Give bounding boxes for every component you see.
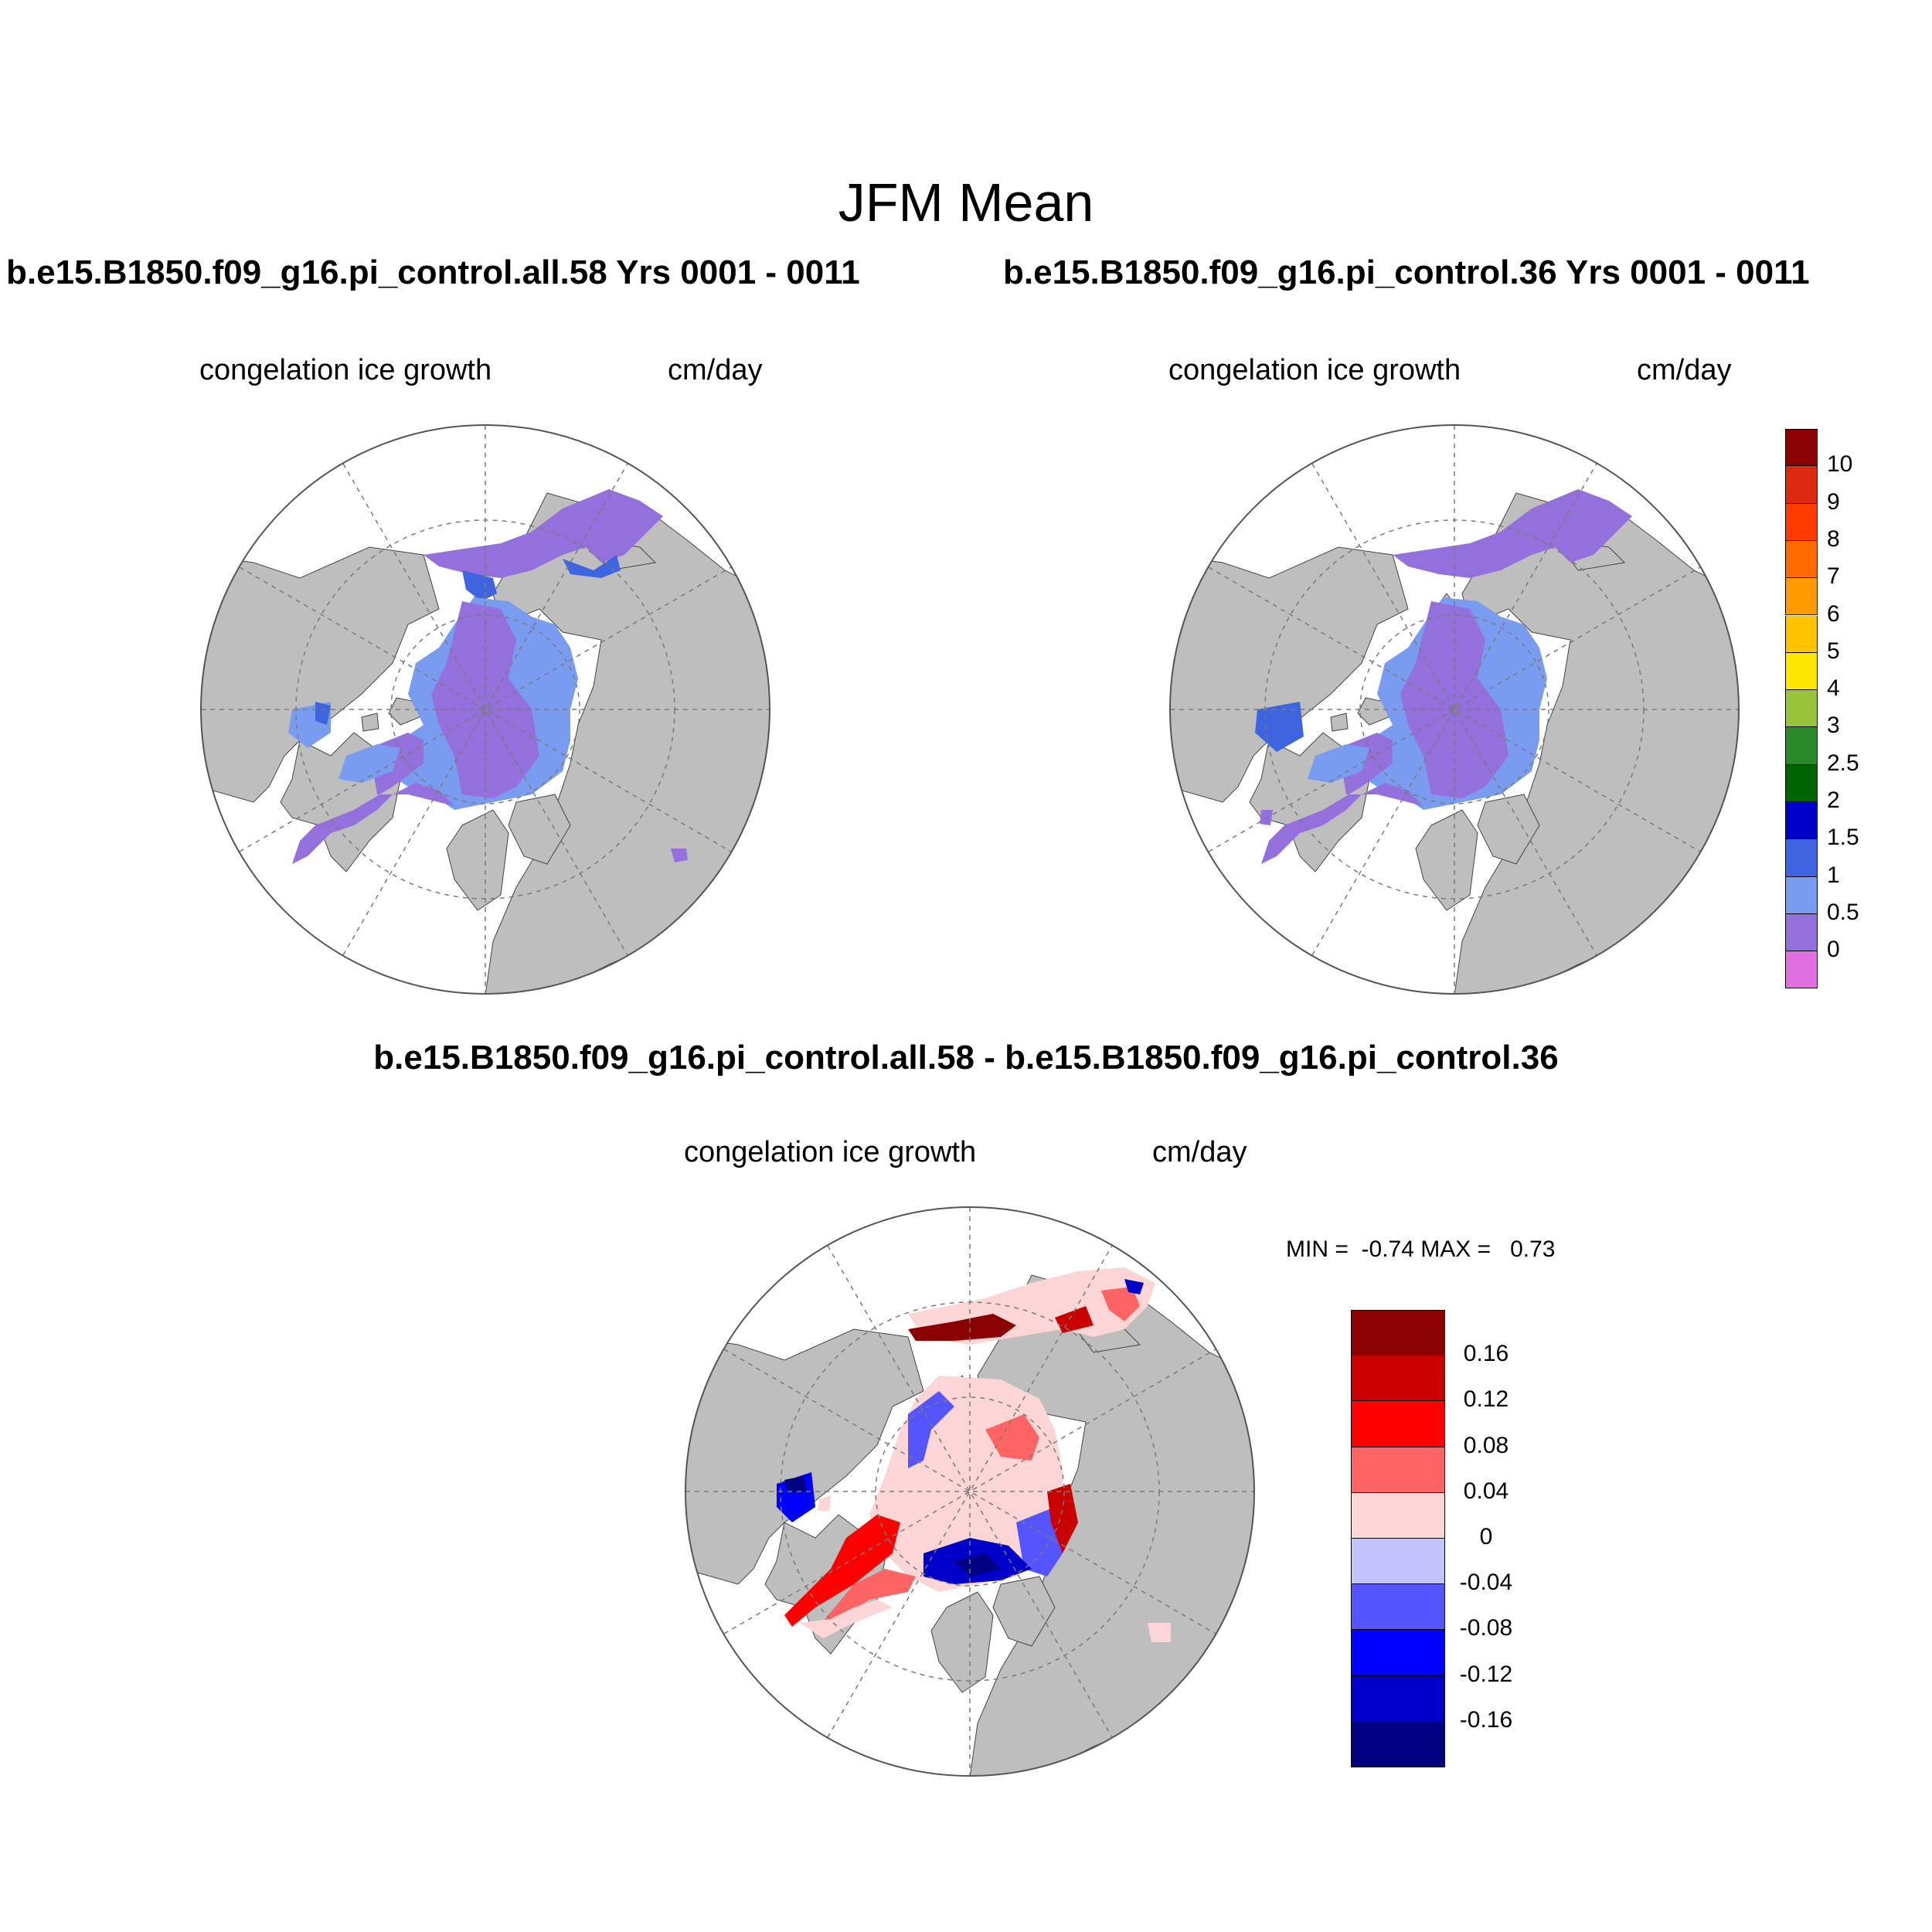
colorbar-tick-label: 8 — [1827, 526, 1840, 552]
colorbar-swatch — [1351, 1447, 1445, 1493]
colorbar-tick-label: 0.04 — [1463, 1478, 1509, 1504]
colorbar-tick-label: 2.5 — [1827, 750, 1859, 776]
colorbar-tick-label: -0.08 — [1459, 1615, 1513, 1641]
left-panel-variable-label: congelation ice growth — [199, 354, 492, 386]
colorbar-tick-label: 0.16 — [1463, 1341, 1509, 1367]
colorbar-swatch — [1351, 1310, 1445, 1356]
right-polar-map — [1169, 424, 1740, 995]
colorbar-swatch — [1351, 1539, 1445, 1585]
land-masses — [1170, 492, 1739, 994]
difference-panel-units-label: cm/day — [1152, 1136, 1247, 1168]
colorbar-swatch — [1785, 578, 1818, 616]
colorbar-swatch — [1351, 1355, 1445, 1402]
colorbar-swatch — [1785, 429, 1818, 467]
colorbar-tick-label: 6 — [1827, 600, 1840, 627]
colorbar-swatch — [1785, 503, 1818, 541]
colorbar-tick-label: 0 — [1479, 1524, 1493, 1549]
colorbar-swatch — [1351, 1721, 1445, 1767]
colorbar-tick-label: -0.04 — [1459, 1570, 1513, 1596]
colorbar-tick-label: 0 — [1827, 937, 1840, 963]
colorbar-tick-label: 4 — [1827, 675, 1840, 702]
graticule — [201, 425, 770, 994]
map-border — [1169, 424, 1740, 995]
difference-min-max-text: MIN = -0.74 MAX = 0.73 — [1286, 1236, 1556, 1262]
colorbar-swatch — [1785, 951, 1818, 989]
colorbar-swatch — [1785, 615, 1818, 653]
sea-ice-growth-field — [1255, 489, 1632, 864]
main-colorbar: 10 9 8 7 6 5 4 3 2.5 2 1.5 1 0.5 0 — [1785, 429, 1932, 989]
left-panel-run-title: b.e15.B1850.f09_g16.pi_control.all.58 Yr… — [6, 253, 860, 291]
sea-ice-growth-field — [288, 489, 688, 864]
difference-colorbar: 0.16 0.12 0.08 0.04 0 -0.04 -0.08 -0.12 -0.16 — [1351, 1310, 1529, 1774]
right-panel-run-title: b.e15.B1850.f09_g16.pi_control.36 Yrs 00… — [1003, 253, 1810, 291]
map-border — [685, 1206, 1255, 1777]
colorbar-swatch — [1351, 1584, 1445, 1631]
colorbar-tick-label: -0.16 — [1459, 1706, 1513, 1733]
colorbar-swatch — [1785, 764, 1818, 802]
colorbar-swatch — [1785, 690, 1818, 728]
land-masses — [201, 492, 770, 994]
left-polar-map — [200, 424, 770, 995]
colorbar-swatch — [1351, 1401, 1445, 1447]
map-border — [200, 424, 770, 995]
colorbar-swatch — [1785, 540, 1818, 579]
colorbar-tick-label: 3 — [1827, 713, 1840, 739]
colorbar-tick-label: 2 — [1827, 787, 1840, 813]
difference-panel-variable-label: congelation ice growth — [684, 1136, 977, 1168]
colorbar-tick-label: 1.5 — [1827, 825, 1859, 851]
colorbar-tick-label: 0.08 — [1463, 1432, 1509, 1458]
colorbar-tick-label: 9 — [1827, 488, 1840, 515]
right-panel-units-label: cm/day — [1637, 354, 1732, 386]
colorbar-swatch — [1785, 727, 1818, 765]
colorbar-swatch — [1785, 802, 1818, 840]
colorbar-tick-label: 10 — [1827, 451, 1853, 478]
colorbar-tick-label: 0.12 — [1463, 1386, 1509, 1413]
colorbar-swatch — [1785, 652, 1818, 691]
colorbar-tick-label: 0.5 — [1827, 899, 1859, 925]
colorbar-swatch — [1351, 1630, 1445, 1676]
colorbar-tick-label: 1 — [1827, 862, 1840, 888]
colorbar-swatch — [1785, 466, 1818, 504]
colorbar-tick-label: 7 — [1827, 563, 1840, 590]
colorbar-swatch — [1351, 1675, 1445, 1722]
left-panel-units-label: cm/day — [668, 354, 763, 386]
figure-title: JFM Mean — [838, 172, 1094, 233]
colorbar-tick-label: 5 — [1827, 638, 1840, 664]
right-panel-variable-label: congelation ice growth — [1168, 354, 1461, 386]
colorbar-swatch — [1351, 1492, 1445, 1539]
difference-panel-title: b.e15.B1850.f09_g16.pi_control.all.58 - … — [373, 1039, 1559, 1077]
colorbar-tick-label: -0.12 — [1459, 1661, 1513, 1687]
difference-field — [777, 1267, 1171, 1642]
colorbar-swatch — [1785, 876, 1818, 914]
colorbar-swatch — [1785, 913, 1818, 952]
graticule — [685, 1207, 1254, 1776]
colorbar-swatch — [1785, 839, 1818, 877]
difference-polar-map — [685, 1206, 1255, 1777]
graticule — [1170, 425, 1739, 994]
